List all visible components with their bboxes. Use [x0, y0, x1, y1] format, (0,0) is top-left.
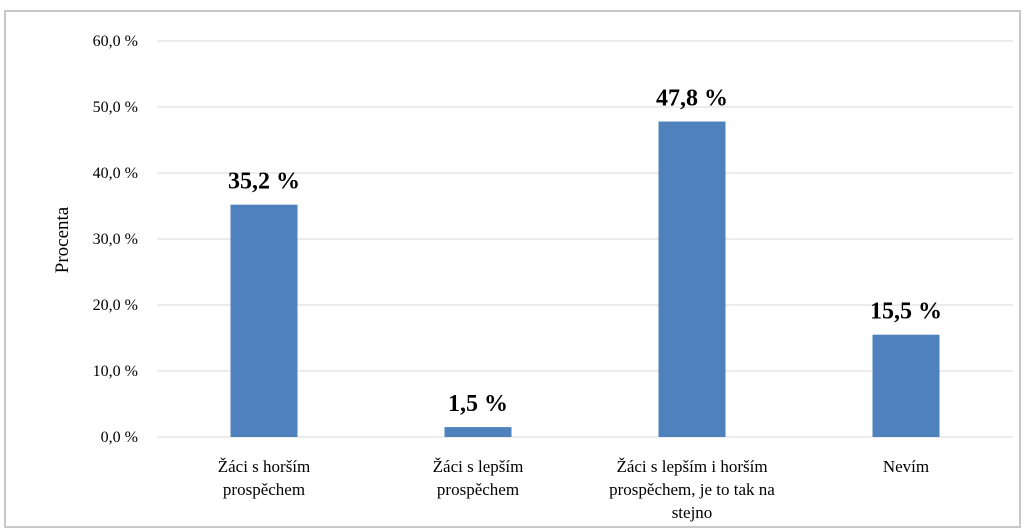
data-label: 35,2 % — [228, 169, 300, 195]
y-tick-label: 10,0 % — [93, 363, 138, 380]
data-label: 15,5 % — [870, 299, 942, 325]
y-axis-label: Procenta — [52, 206, 73, 273]
category-labels: Žáci s horším prospěchem Žáci s lepším pros… — [218, 457, 929, 522]
bar — [230, 204, 298, 437]
category-label: Nevím — [883, 457, 929, 476]
category-label: Žáci s lepším prospěchem — [433, 457, 524, 499]
data-labels: 35,2 % 1,5 % 47,8 % 15,5 % — [228, 86, 942, 418]
y-tick-labels: 0,0 % 10,0 % 20,0 % 30,0 % 40,0 % 50,0 % 60,0 … — [93, 33, 138, 446]
data-label: 1,5 % — [448, 391, 508, 417]
bar — [444, 427, 512, 437]
y-tick-label: 20,0 % — [93, 297, 138, 314]
y-tick-label: 0,0 % — [101, 429, 138, 446]
y-tick-label: 30,0 % — [93, 231, 138, 248]
category-label: Žáci s lepším i horším prospěchem, je to … — [609, 457, 775, 522]
data-label: 47,8 % — [656, 86, 728, 112]
bar — [872, 334, 940, 437]
y-tick-label: 40,0 % — [93, 165, 138, 182]
chart-frame — [4, 10, 1021, 528]
y-tick-label: 60,0 % — [93, 33, 138, 50]
gridlines — [157, 40, 1013, 438]
y-tick-label: 50,0 % — [93, 99, 138, 116]
category-label: Žáci s horším prospěchem — [218, 457, 311, 499]
bar — [658, 121, 726, 438]
bars — [230, 121, 940, 438]
